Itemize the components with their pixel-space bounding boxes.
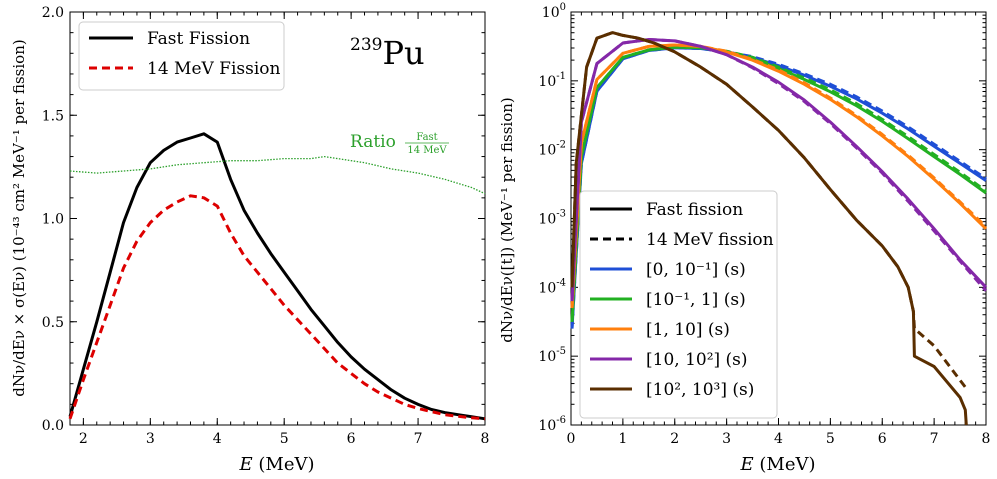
right-legend-box: [579, 190, 778, 419]
right-xtick-label: 5: [826, 431, 835, 447]
right-series-t2-fast: [570, 43, 988, 309]
right-ytick-label: 10-2: [538, 140, 566, 159]
right-ylabel: dNν/dEν([t]) (MeV⁻¹ per fission): [498, 97, 516, 343]
right-ytick-label: 10-5: [538, 346, 566, 365]
right-legend-label-mev14dash: 14 MeV fission: [646, 230, 774, 250]
left-ticks: 2 3 4 5 6 7 8 0.0 0.5 1.0 1.5 2.0: [42, 5, 490, 447]
right-ytick-label: 100: [542, 2, 566, 21]
legend-label-fast: Fast Fission: [147, 29, 250, 49]
left-xlabel-var: E: [238, 454, 252, 475]
right-ytick-label: 10-3: [538, 209, 566, 228]
right-xtick-label: 0: [567, 431, 576, 447]
left-ytick-label: 1.5: [42, 108, 64, 124]
right-xlabel-unit: (MeV): [759, 454, 815, 475]
left-xtick-label: 5: [280, 431, 289, 447]
right-legend-label-t1: [10⁻¹, 1] (s): [646, 290, 746, 310]
left-xlabel: E (MeV): [238, 454, 314, 475]
ratio-label: Ratio: [350, 132, 396, 152]
right-legend-label-t2: [1, 10] (s): [646, 320, 730, 340]
right-legend: Fast fission 14 MeV fission [0, 10⁻¹] (s) […: [579, 190, 778, 419]
legend-label-14mev: 14 MeV Fission: [147, 59, 281, 79]
left-ytick-label: 1.0: [42, 212, 64, 228]
left-lines: [68, 132, 486, 421]
right-xtick-label: 2: [670, 431, 679, 447]
right-xtick-label: 7: [930, 431, 939, 447]
right-series-t1-fast: [570, 45, 987, 322]
ratio-numerator: Fast: [416, 132, 437, 143]
left-xtick-label: 8: [481, 431, 490, 447]
left-xtick-label: 4: [213, 431, 222, 447]
left-series-ratio: [69, 155, 486, 195]
right-xtick-label: 8: [982, 431, 991, 447]
left-ytick-label: 2.0: [42, 5, 64, 21]
left-xlabel-unit: (MeV): [258, 454, 314, 475]
left-panel: 2 3 4 5 6 7 8 0.0 0.5 1.0 1.5 2.0 E (MeV) dNν/dEν ×…: [10, 5, 489, 475]
left-legend: Fast Fission 14 MeV Fission: [78, 21, 285, 91]
right-series-t3-fast: [570, 38, 988, 302]
ratio-denominator: 14 MeV: [407, 145, 447, 156]
right-legend-items: Fast fission 14 MeV fission [0, 10⁻¹] (s) […: [590, 200, 774, 400]
left-ylabel: dNν/dEν × σ(Eν) (10⁻⁴³ cm² MeV⁻¹ per fis…: [10, 39, 28, 396]
right-xtick-label: 6: [878, 431, 887, 447]
right-lines: [570, 31, 988, 426]
left-series-mev14: [68, 194, 486, 421]
right-xtick-label: 1: [618, 431, 627, 447]
right-legend-label-t4: [10², 10³] (s): [646, 380, 754, 400]
right-ticks: 0 1 2 3 4 5 6 7 8 100 10-1 10-2 10-3 10-4 10-5 10-6: [538, 2, 990, 447]
ratio-annotation: Ratio Fast 14 MeV: [350, 132, 449, 156]
left-xtick-label: 7: [414, 431, 423, 447]
left-xtick-label: 2: [79, 431, 88, 447]
right-ytick-label: 10-6: [538, 415, 566, 434]
right-panel: 0 1 2 3 4 5 6 7 8 100 10-1 10-2 10-3 10-4 10-5 10-6 E (…: [498, 2, 990, 475]
right-xlabel-var: E: [739, 454, 753, 475]
right-series-t4-fast: [570, 31, 968, 426]
isotope-label: 239Pu: [350, 34, 425, 72]
isotope-mass: 239: [350, 35, 382, 55]
left-series-fast: [68, 132, 486, 421]
left-ytick-label: 0.5: [42, 315, 64, 331]
right-xlabel: E (MeV): [739, 454, 815, 475]
isotope-element: Pu: [382, 34, 424, 72]
right-ytick-label: 10-4: [538, 277, 566, 296]
right-xtick-label: 3: [722, 431, 731, 447]
right-legend-label-t0: [0, 10⁻¹] (s): [646, 260, 746, 280]
left-xtick-label: 3: [146, 431, 155, 447]
left-ytick-label: 0.0: [42, 418, 64, 434]
right-legend-label-t3: [10, 10²] (s): [646, 350, 748, 370]
right-legend-label-fast: Fast fission: [646, 200, 743, 220]
right-xtick-label: 4: [774, 431, 783, 447]
left-xtick-label: 6: [347, 431, 356, 447]
right-ytick-label: 10-1: [538, 71, 566, 90]
